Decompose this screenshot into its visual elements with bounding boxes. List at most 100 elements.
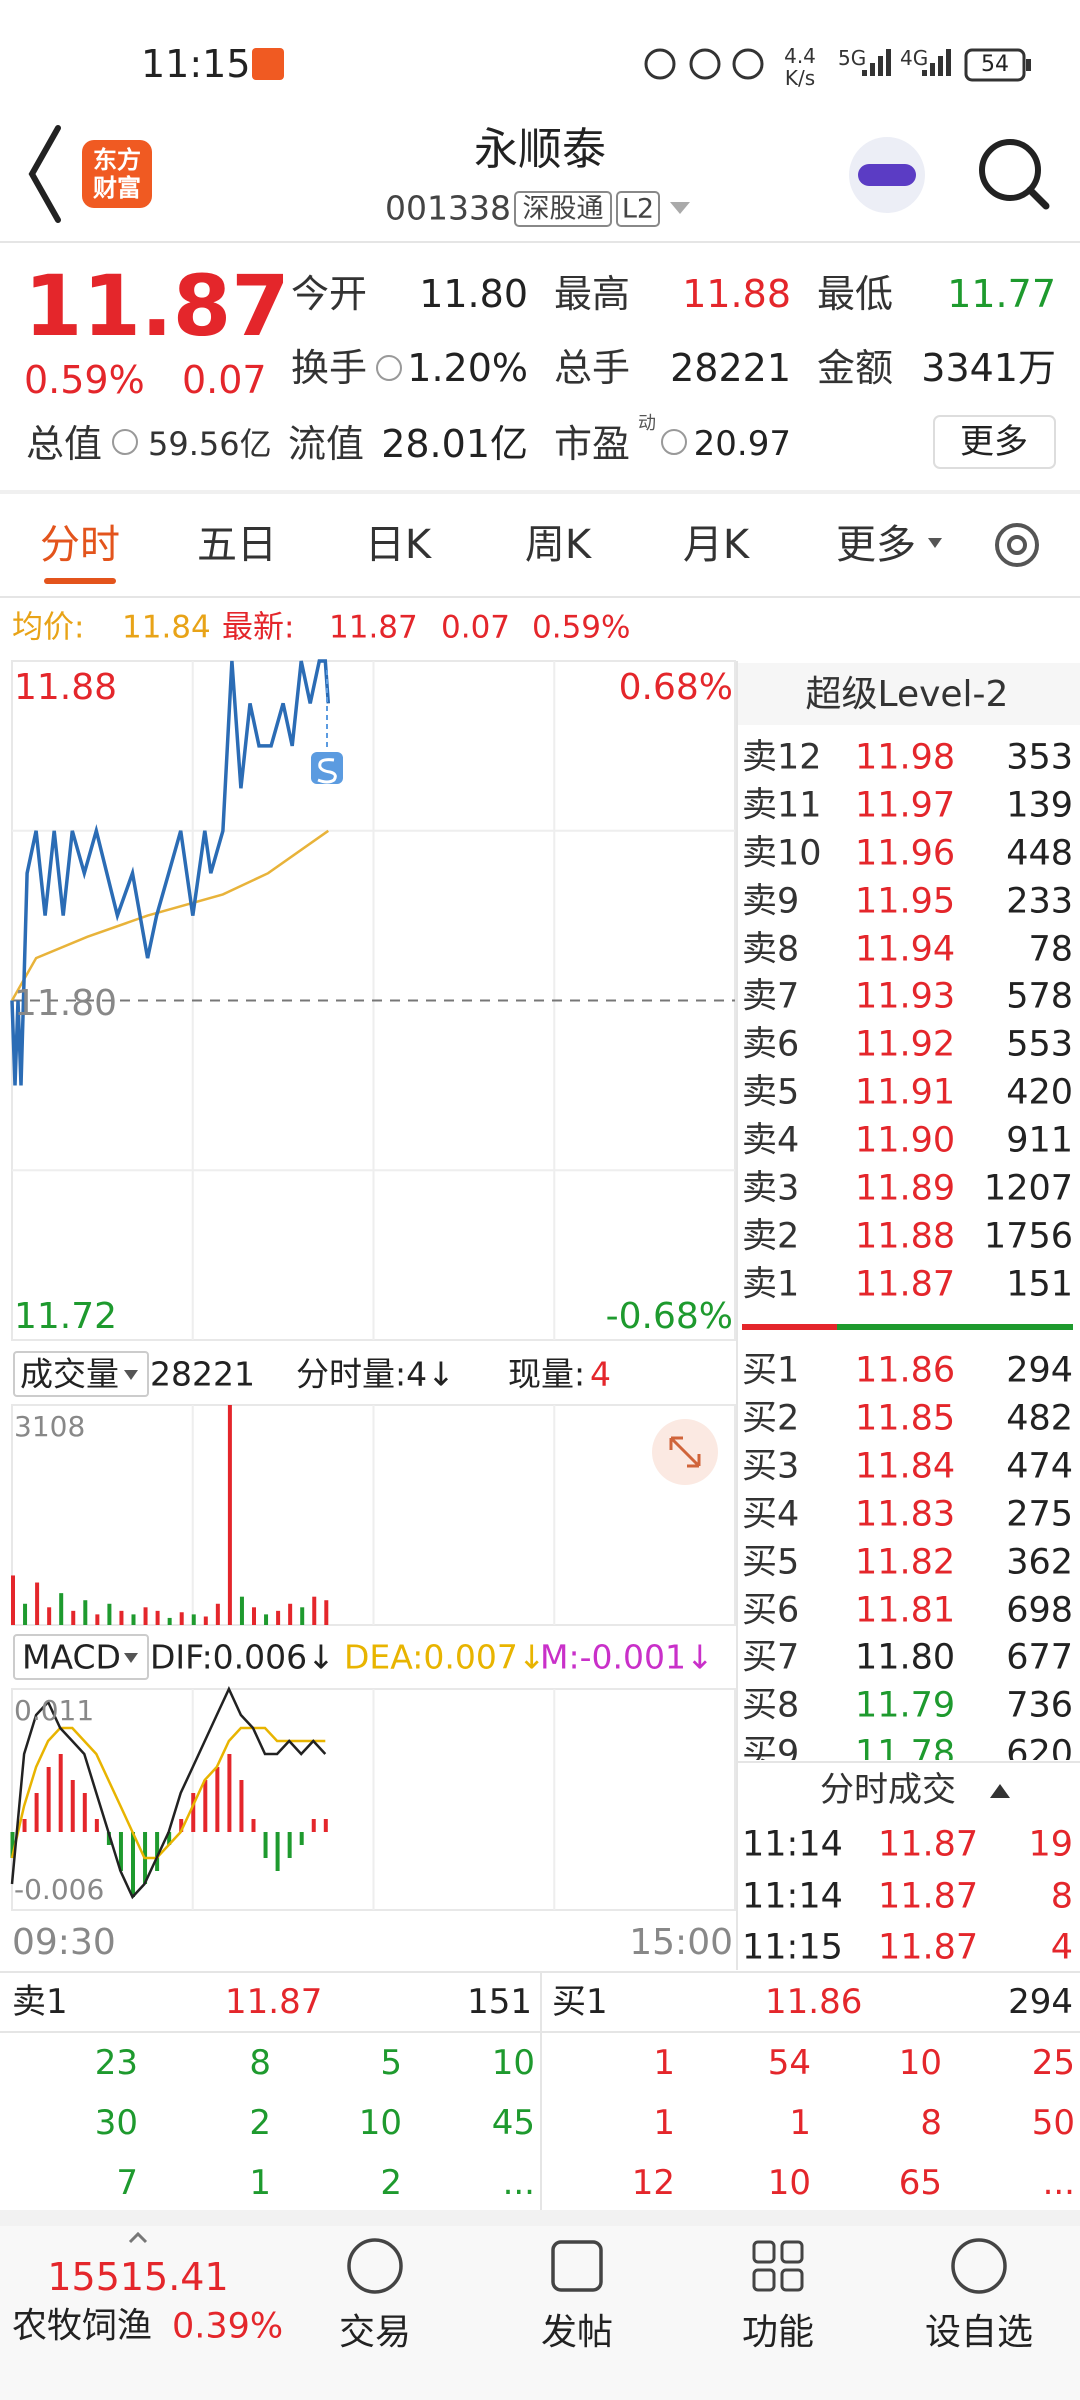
back-button[interactable] (28, 125, 61, 223)
tab[interactable]: 月K (682, 522, 750, 568)
index-name[interactable]: 农牧饲渔 (12, 2306, 153, 2347)
volume-selector[interactable]: 成交量 (20, 1354, 119, 1394)
tab[interactable]: 分时 (40, 522, 120, 568)
signal-bar (938, 56, 943, 76)
change: 0.07 (182, 358, 267, 402)
book-level: 买5 (742, 1542, 800, 1583)
nav-label[interactable]: 功能 (741, 2312, 815, 2353)
field-value: 59.56亿 (148, 425, 272, 463)
book-level: 卖2 (742, 1216, 800, 1257)
book-price: 11.89 (855, 1168, 956, 1209)
book-volume: 698 (1006, 1590, 1073, 1630)
volume-bar (11, 1575, 15, 1625)
volume-bar (95, 1614, 100, 1625)
book-price: 11.83 (855, 1494, 956, 1535)
book-price: 11.94 (855, 929, 956, 969)
nav-icon[interactable] (551, 2240, 603, 2292)
more-button[interactable] (933, 415, 1056, 469)
queue-order: 2 (249, 2103, 271, 2143)
volume-bar (300, 1607, 305, 1625)
macd-bar (94, 1819, 99, 1832)
book-level: 卖9 (742, 881, 800, 922)
minute-volume: 分时量:4↓ (296, 1354, 455, 1394)
volume-bar (203, 1616, 208, 1625)
nav-icon[interactable] (780, 2240, 804, 2264)
trade-time: 11:14 (742, 1824, 843, 1865)
queue-price: 11.86 (765, 1982, 863, 2022)
book-volume: 736 (1006, 1685, 1073, 1726)
tab[interactable]: 更多 (836, 522, 916, 568)
nav-icon[interactable] (752, 2240, 776, 2264)
buy-bar (837, 1324, 1073, 1330)
sell-bar (742, 1324, 837, 1330)
field-label: 最低 (817, 272, 894, 316)
tab[interactable]: 日K (364, 522, 432, 568)
macd-selector[interactable]: MACD (22, 1637, 121, 1677)
trade-time: 11:14 (742, 1876, 843, 1916)
nav-icon[interactable] (951, 2238, 1007, 2294)
macd-bar (106, 1832, 111, 1845)
book-level: 买3 (742, 1446, 800, 1487)
volume-total: 28221 (150, 1354, 255, 1394)
book-volume: 407 (1006, 727, 1073, 728)
search-icon[interactable] (979, 139, 1041, 201)
nav-icon[interactable] (780, 2268, 804, 2292)
field-label: 换手 (291, 346, 368, 390)
dropdown (124, 1370, 138, 1380)
pct-label: -0.68% (605, 1296, 733, 1337)
tab[interactable]: 五日 (197, 522, 277, 568)
queue-order: 8 (920, 2103, 942, 2143)
selector-box[interactable] (13, 1351, 149, 1397)
book-volume: 911 (1006, 1120, 1073, 1161)
trades-title[interactable]: 分时成交 (820, 1770, 956, 1810)
volume-bar (155, 1610, 160, 1625)
macd-bar (179, 1819, 184, 1832)
trade-time: 11:15 (742, 1927, 843, 1968)
nav-label[interactable]: 设自选 (924, 2312, 1034, 2353)
volume-bar (276, 1610, 281, 1625)
field-value: 28221 (670, 346, 791, 390)
queue-order: 1 (653, 2043, 675, 2083)
queue-order: 45 (491, 2103, 535, 2143)
index-pct[interactable]: 0.39% (172, 2306, 284, 2347)
book-level: 买7 (742, 1637, 800, 1678)
signal-bar (886, 49, 891, 76)
queue-volume: 151 (467, 1982, 532, 2022)
queue-order: 1 (653, 2103, 675, 2143)
book-price: 11.87 (855, 1264, 956, 1305)
signal-s (317, 758, 337, 784)
book-price: 11.86 (855, 1350, 956, 1391)
volume-bar (167, 1617, 172, 1625)
tab[interactable]: 周K (524, 522, 592, 568)
latest-label: 最新: (222, 609, 295, 646)
queue-order: 10 (358, 2103, 402, 2143)
volume-bar (239, 1596, 244, 1625)
badge-box (616, 191, 660, 227)
nav-label[interactable]: 交易 (338, 2312, 412, 2353)
macd-bar (251, 1819, 256, 1832)
more-button-label[interactable]: 更多 (960, 422, 1028, 462)
battery (964, 48, 1026, 82)
nav-icon[interactable] (752, 2268, 776, 2292)
volume-bar (131, 1614, 136, 1625)
book-volume: 553 (1006, 1024, 1073, 1065)
book-volume: 482 (1006, 1398, 1073, 1439)
book-volume: 353 (1006, 737, 1073, 778)
level2-title[interactable]: 超级Level-2 (805, 674, 1009, 715)
book-level: 卖12 (742, 737, 822, 778)
book-price: 11.81 (855, 1590, 956, 1630)
volume-bar (71, 1610, 76, 1625)
selector-box[interactable] (13, 1634, 149, 1680)
nav-icon[interactable] (347, 2238, 403, 2294)
queue-level: 卖1 (12, 1982, 68, 2022)
index-value[interactable]: 15515.41 (47, 2255, 229, 2299)
settings-icon[interactable] (995, 523, 1039, 567)
book-level: 卖5 (742, 1072, 800, 1113)
signal-bar (862, 70, 867, 76)
macd-bar (203, 1780, 208, 1832)
nav-label[interactable]: 发帖 (540, 2312, 614, 2353)
queue-volume: 294 (1008, 1982, 1073, 2022)
macd-bar (227, 1754, 232, 1832)
book-price: 11.96 (855, 833, 956, 874)
book-level: 卖10 (742, 833, 822, 874)
